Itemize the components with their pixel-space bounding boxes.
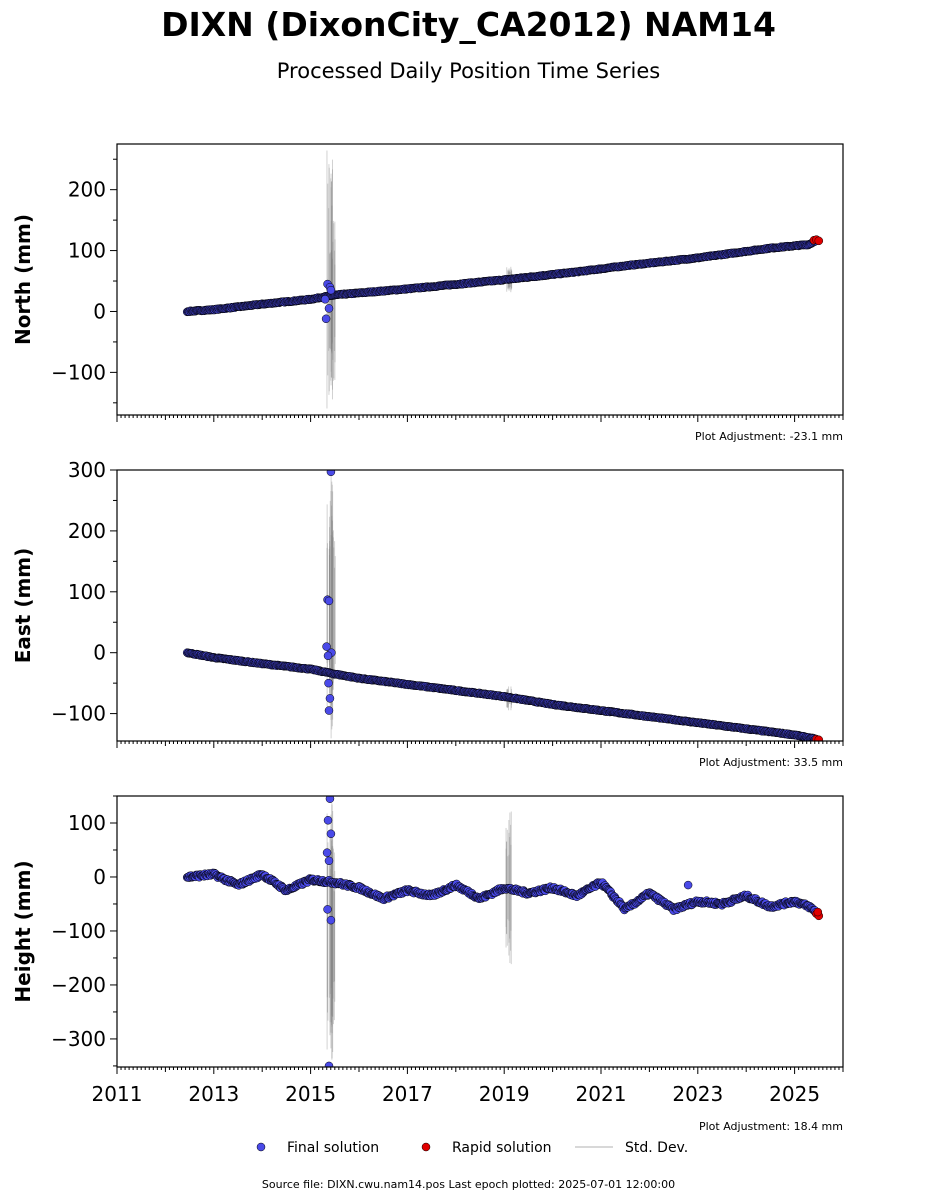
panel-1: −100 0 100 200 North (mm) Plot Adjustment: -2… <box>11 143 844 443</box>
y-tick-label: 0 <box>93 299 106 323</box>
x-tick-label: 2015 <box>285 1082 336 1106</box>
final-outlier-point <box>323 651 333 660</box>
y-tick-label: −100 <box>51 360 106 384</box>
y-tick-label: 100 <box>68 811 106 835</box>
x-tick-label: 2011 <box>92 1082 143 1106</box>
final-outlier-point <box>326 285 336 295</box>
final-outlier-point <box>324 856 334 866</box>
y-axis-label: North (mm) <box>11 214 35 345</box>
final-outlier-point <box>324 596 334 606</box>
plot-adjustment: Plot Adjustment: -23.1 mm <box>695 430 843 443</box>
final-solution-series <box>182 796 820 1067</box>
rapid-solution-series <box>809 235 824 246</box>
final-outlier-point <box>683 880 693 890</box>
final-outlier-point <box>326 915 336 925</box>
final-outlier-point <box>324 304 334 313</box>
legend-final-label: Final solution <box>287 1140 379 1156</box>
panels: −100 0 100 200 North (mm) Plot Adjustment: -2… <box>11 143 844 1133</box>
plot-adjustment: Plot Adjustment: 33.5 mm <box>699 756 843 769</box>
legend: Final solution Rapid solution Std. Dev. <box>256 1140 688 1156</box>
rapid-solution-series <box>812 907 824 921</box>
final-outlier-point <box>325 796 335 803</box>
axes-frame <box>116 795 844 1068</box>
x-tick-label: 2013 <box>188 1082 239 1106</box>
final-outlier-point <box>324 1061 334 1067</box>
final-outlier-point <box>322 848 332 857</box>
plot-area <box>182 796 824 1067</box>
final-outlier-point <box>325 694 335 703</box>
y-axis-label: Height (mm) <box>11 860 35 1002</box>
final-outlier-point <box>320 295 330 304</box>
final-outlier-point <box>326 829 336 839</box>
final-solution-series <box>182 236 820 324</box>
final-outlier-point <box>321 314 331 324</box>
final-outlier-point <box>324 706 334 715</box>
x-tick-label: 2019 <box>479 1082 530 1106</box>
rapid-point <box>814 735 824 741</box>
x-tick-label: 2023 <box>672 1082 723 1106</box>
y-tick-label: 200 <box>68 178 106 202</box>
plot-adjustment: Plot Adjustment: 18.4 mm <box>699 1120 843 1133</box>
rapid-point <box>814 236 824 246</box>
legend-rapid-marker <box>421 1142 431 1152</box>
chart-subtitle: Processed Daily Position Time Series <box>277 59 661 83</box>
x-tick-label: 2017 <box>382 1082 433 1106</box>
panel-3: −300 −200 −100 0 100 2011 2013 2015 2017 2019 2021… <box>11 795 844 1133</box>
y-axis-label: East (mm) <box>11 548 35 664</box>
final-outlier-point <box>322 642 331 651</box>
axes-frame <box>116 469 844 742</box>
final-outlier-point <box>323 905 332 914</box>
x-tick-label: 2025 <box>769 1082 820 1106</box>
plot-area <box>182 150 824 409</box>
plot-area <box>182 470 824 741</box>
rapid-solution-series <box>812 734 824 741</box>
y-tick-label: −100 <box>51 919 106 943</box>
legend-final-marker <box>256 1142 266 1152</box>
footer-source: Source file: DIXN.cwu.nam14.pos Last epo… <box>262 1178 675 1191</box>
y-tick-label: −200 <box>51 973 106 997</box>
chart-title: DIXN (DixonCity_CA2012) NAM14 <box>161 5 776 44</box>
legend-rapid-label: Rapid solution <box>452 1140 552 1156</box>
y-tick-label: −100 <box>51 702 106 726</box>
final-outlier-point <box>324 678 333 688</box>
final-solution-series <box>182 470 820 741</box>
final-outlier-point <box>323 816 333 825</box>
y-tick-label: −300 <box>51 1027 106 1051</box>
x-tick-label: 2021 <box>576 1082 627 1106</box>
y-tick-label: 100 <box>68 239 106 263</box>
std-dev-burst <box>329 220 336 381</box>
y-tick-label: 200 <box>68 519 106 543</box>
std-dev-burst <box>326 150 333 409</box>
rapid-point <box>813 907 823 917</box>
y-tick-label: 0 <box>93 641 106 665</box>
y-tick-label: 300 <box>68 458 106 482</box>
y-tick-label: 100 <box>68 580 106 604</box>
legend-std-label: Std. Dev. <box>625 1140 688 1156</box>
final-outlier-point <box>326 470 336 477</box>
panel-2: −100 0 100 200 300 East (mm) Plot Adjustment: … <box>11 458 844 769</box>
y-tick-label: 0 <box>93 865 106 889</box>
